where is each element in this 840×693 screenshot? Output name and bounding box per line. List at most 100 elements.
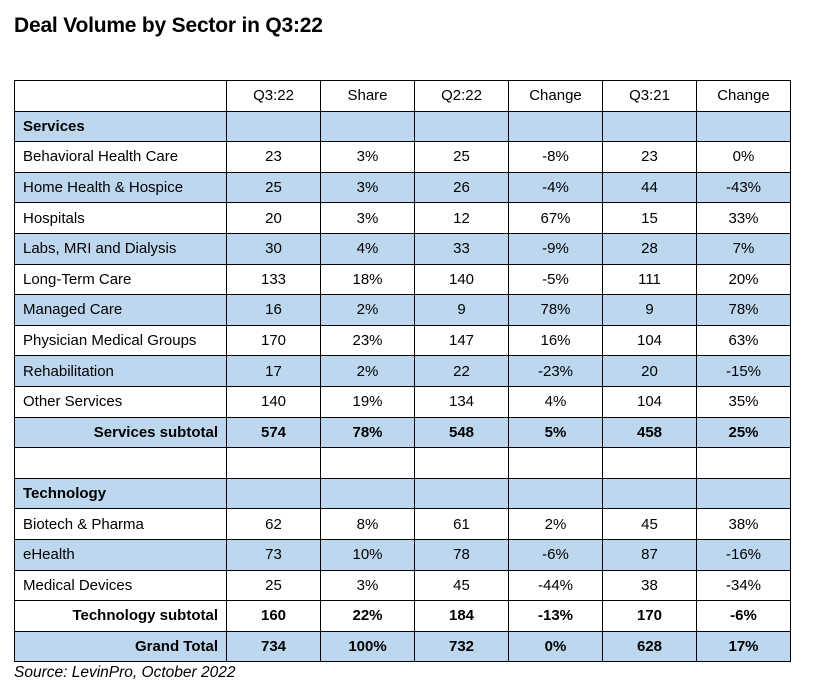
value-cell: 23% <box>320 324 415 357</box>
value-cell: 73 <box>226 538 321 571</box>
value-cell: 548 <box>414 416 509 449</box>
row-label-cell: Home Health & Hospice <box>14 171 227 204</box>
value-cell: 734 <box>226 630 321 663</box>
table-row: Biotech & Pharma 62 8% 61 2% 45 38% <box>14 508 791 540</box>
value-cell: 87 <box>602 538 697 571</box>
table-row: Hospitals 20 3% 12 67% 15 33% <box>14 202 791 234</box>
table-row: Rehabilitation 17 2% 22 -23% 20 -15% <box>14 355 791 387</box>
column-header-q322: Q3:22 <box>226 80 321 112</box>
value-cell <box>414 447 509 479</box>
value-cell <box>508 477 603 510</box>
value-cell <box>414 110 509 143</box>
value-cell: 19% <box>320 385 415 418</box>
value-cell: 23 <box>602 141 697 173</box>
value-cell: 5% <box>508 416 603 449</box>
value-cell: 62 <box>226 508 321 540</box>
column-header-sector <box>14 80 227 112</box>
row-label-cell: Services subtotal <box>14 416 227 449</box>
value-cell: -16% <box>696 538 791 571</box>
column-header-change2: Change <box>696 80 791 112</box>
value-cell: 12 <box>414 202 509 234</box>
value-cell: 140 <box>414 263 509 296</box>
value-cell: 104 <box>602 385 697 418</box>
value-cell: 2% <box>508 508 603 540</box>
table-row: Long-Term Care 133 18% 140 -5% 111 20% <box>14 263 791 296</box>
value-cell: 38% <box>696 508 791 540</box>
value-cell: 78% <box>696 294 791 326</box>
value-cell: 170 <box>226 324 321 357</box>
table-row: Grand Total 734 100% 732 0% 628 17% <box>14 630 791 663</box>
value-cell <box>508 110 603 143</box>
value-cell: 16 <box>226 294 321 326</box>
value-cell: 9 <box>602 294 697 326</box>
table-row: Services <box>14 110 791 143</box>
value-cell: 33% <box>696 202 791 234</box>
row-label-cell: Physician Medical Groups <box>14 324 227 357</box>
value-cell: 61 <box>414 508 509 540</box>
value-cell: 20 <box>226 202 321 234</box>
row-label-cell: Long-Term Care <box>14 263 227 296</box>
value-cell: 8% <box>320 508 415 540</box>
value-cell: 628 <box>602 630 697 663</box>
value-cell <box>226 110 321 143</box>
value-cell: 22% <box>320 600 415 632</box>
value-cell: -44% <box>508 569 603 602</box>
value-cell: -43% <box>696 171 791 204</box>
value-cell: -13% <box>508 600 603 632</box>
value-cell: 147 <box>414 324 509 357</box>
value-cell: 3% <box>320 569 415 602</box>
row-label-cell: Grand Total <box>14 630 227 663</box>
value-cell: 20 <box>602 355 697 387</box>
value-cell: 0% <box>508 630 603 663</box>
value-cell: 25 <box>226 171 321 204</box>
value-cell <box>602 447 697 479</box>
value-cell: 140 <box>226 385 321 418</box>
value-cell: 25% <box>696 416 791 449</box>
value-cell: 30 <box>226 232 321 265</box>
value-cell <box>602 110 697 143</box>
row-label-cell: Managed Care <box>14 294 227 326</box>
value-cell: 78 <box>414 538 509 571</box>
source-note: Source: LevinPro, October 2022 <box>14 664 236 681</box>
value-cell: 184 <box>414 600 509 632</box>
table-row <box>14 447 791 479</box>
value-cell: 18% <box>320 263 415 296</box>
value-cell <box>320 477 415 510</box>
value-cell: 63% <box>696 324 791 357</box>
value-cell: -34% <box>696 569 791 602</box>
value-cell: 78% <box>320 416 415 449</box>
row-label-cell: Services <box>14 110 227 143</box>
table-row: Behavioral Health Care 23 3% 25 -8% 23 0% <box>14 141 791 173</box>
value-cell: 2% <box>320 355 415 387</box>
value-cell: 458 <box>602 416 697 449</box>
value-cell: 0% <box>696 141 791 173</box>
column-header-q321: Q3:21 <box>602 80 697 112</box>
value-cell: 17% <box>696 630 791 663</box>
value-cell <box>508 447 603 479</box>
value-cell: 7% <box>696 232 791 265</box>
value-cell: 16% <box>508 324 603 357</box>
value-cell: 45 <box>414 569 509 602</box>
table-row: eHealth 73 10% 78 -6% 87 -16% <box>14 538 791 571</box>
table-row: Labs, MRI and Dialysis 30 4% 33 -9% 28 7% <box>14 232 791 265</box>
value-cell: 78% <box>508 294 603 326</box>
value-cell: 17 <box>226 355 321 387</box>
value-cell <box>226 447 321 479</box>
table-row: Home Health & Hospice 25 3% 26 -4% 44 -43% <box>14 171 791 204</box>
value-cell: -9% <box>508 232 603 265</box>
value-cell: 44 <box>602 171 697 204</box>
value-cell: 35% <box>696 385 791 418</box>
value-cell: 33 <box>414 232 509 265</box>
value-cell <box>602 477 697 510</box>
value-cell: 25 <box>226 569 321 602</box>
table-row: Other Services 140 19% 134 4% 104 35% <box>14 385 791 418</box>
value-cell: 25 <box>414 141 509 173</box>
value-cell: -6% <box>696 600 791 632</box>
row-label-cell: Rehabilitation <box>14 355 227 387</box>
value-cell: 3% <box>320 141 415 173</box>
table-row: Managed Care 16 2% 9 78% 9 78% <box>14 294 791 326</box>
value-cell <box>696 447 791 479</box>
value-cell: 3% <box>320 202 415 234</box>
value-cell <box>320 110 415 143</box>
